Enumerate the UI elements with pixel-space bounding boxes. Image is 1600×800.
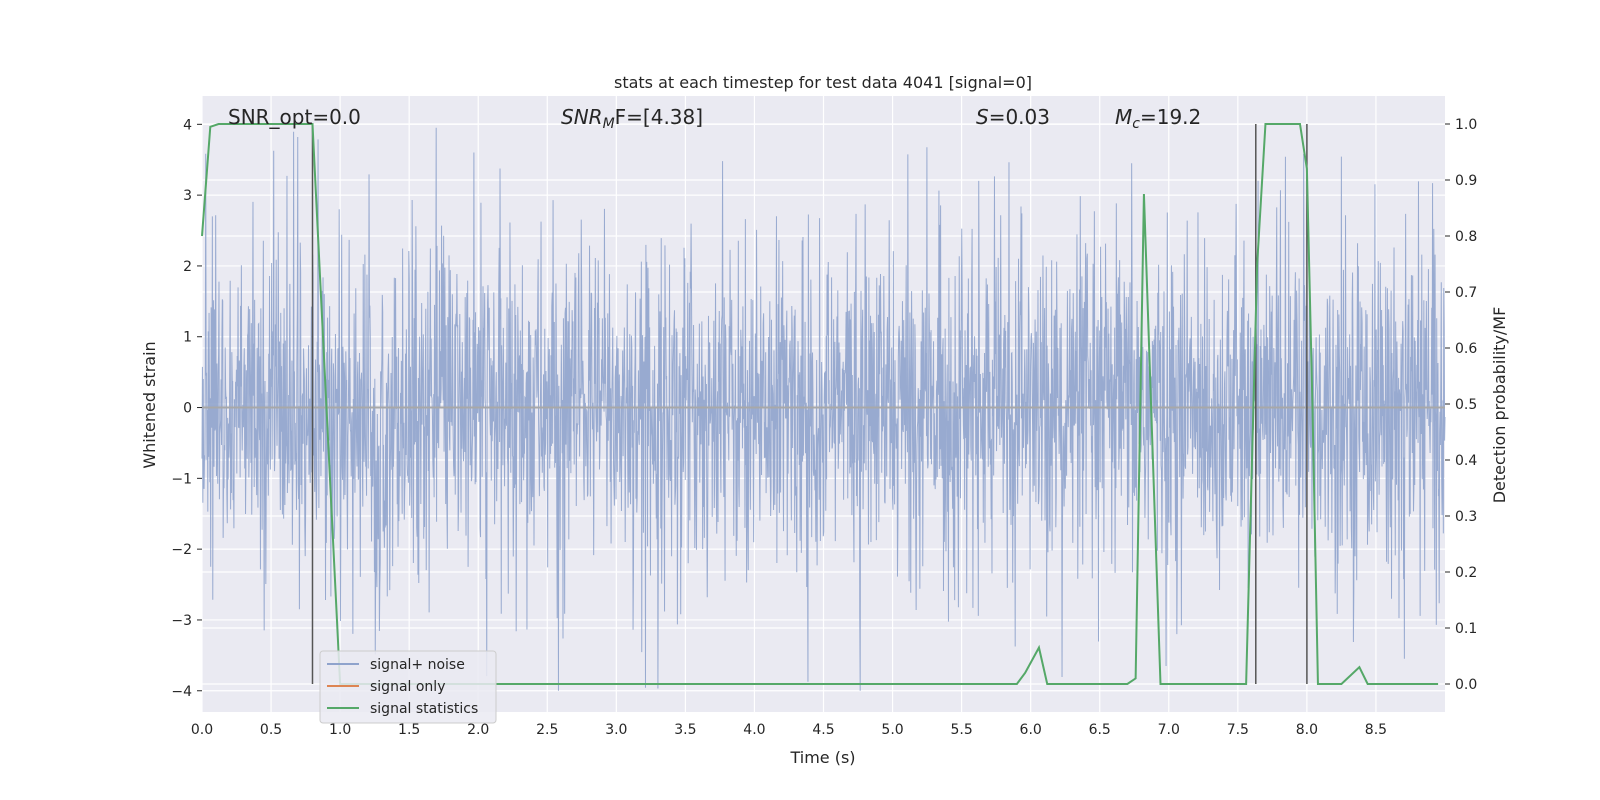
- x-tick-label-17: 8.5: [1365, 722, 1387, 738]
- y-right-tick-label-3: 0.7: [1455, 285, 1477, 301]
- x-axis-ticks: 0.0 0.5 1.0 1.5 2.0 2.5 3.0 3.5 4.0 4.5 5.0 5.5 6.0 6…: [191, 722, 1387, 738]
- x-tick-label-15: 7.5: [1227, 722, 1249, 738]
- annotation-snr-mf: SNRMF=[4.38]: [561, 105, 703, 132]
- annotation-snr-opt: SNR_opt=0.0: [228, 105, 361, 129]
- chart-title: stats at each timestep for test data 404…: [614, 73, 1032, 92]
- grid-lines: [201, 96, 1445, 712]
- vertical-markers: [311, 124, 1308, 684]
- annotation-mc-rest: =19.2: [1140, 105, 1201, 129]
- x-tick-label-9: 4.5: [812, 722, 834, 738]
- x-tick-label-0: 0.0: [191, 722, 213, 738]
- y-right-tick-label-1: 0.9: [1455, 173, 1477, 189]
- x-tick-label-10: 5.0: [881, 722, 903, 738]
- annotation-snr-mf-rest: F=[4.38]: [615, 105, 703, 129]
- signal-statistics-line: [201, 123, 1439, 685]
- x-tick-label-13: 6.5: [1089, 722, 1111, 738]
- y-tick-label-3: 1: [183, 330, 192, 346]
- y-tick-label-0: 4: [183, 117, 192, 133]
- y-right-tick-label-7: 0.3: [1455, 509, 1477, 525]
- x-tick-label-1: 0.5: [260, 722, 282, 738]
- x-axis-label: Time (s): [789, 748, 855, 767]
- legend-label-signal-only: signal only: [370, 679, 445, 695]
- y-axis-ticks: 4 3 2 1 0 −1 −2 −3 −4: [171, 117, 202, 700]
- series-signal-statistics: [201, 123, 1439, 685]
- y-tick-label-8: −4: [171, 684, 192, 700]
- x-tick-label-16: 8.0: [1296, 722, 1318, 738]
- y-right-tick-label-5: 0.5: [1455, 397, 1477, 413]
- y-tick-label-5: −1: [171, 471, 192, 487]
- y-right-tick-label-9: 0.1: [1455, 621, 1477, 637]
- y-tick-label-4: 0: [183, 401, 192, 417]
- y-tick-label-7: −3: [171, 613, 192, 629]
- x-tick-label-11: 5.5: [950, 722, 972, 738]
- x-tick-label-6: 3.0: [605, 722, 627, 738]
- legend: signal+ noise signal only signal statist…: [319, 650, 497, 724]
- x-tick-label-14: 7.0: [1158, 722, 1180, 738]
- series-signal-noise: [201, 127, 1446, 691]
- y-right-tick-label-4: 0.6: [1455, 341, 1477, 357]
- x-tick-label-4: 2.0: [467, 722, 489, 738]
- x-tick-label-5: 2.5: [536, 722, 558, 738]
- y-right-tick-label-6: 0.4: [1455, 453, 1477, 469]
- x-tick-label-7: 3.5: [674, 722, 696, 738]
- y-tick-label-2: 2: [183, 259, 192, 275]
- y-right-tick-label-10: 0.0: [1455, 677, 1477, 693]
- legend-box: [319, 650, 497, 724]
- annotation-mc: Mc=19.2: [1115, 105, 1201, 132]
- annotation-snr-mf-sub: M: [603, 116, 615, 132]
- y-axis-label: Whitened strain: [140, 341, 159, 468]
- x-tick-label-12: 6.0: [1020, 722, 1042, 738]
- annotation-s-main: S: [976, 105, 989, 129]
- annotation-snr-mf-main: SNR: [561, 105, 603, 129]
- y-axis-right-ticks: 1.0 0.9 0.8 0.7 0.6 0.5 0.4 0.3 0.2 0.1 0.0: [1445, 117, 1477, 693]
- y-right-tick-label-2: 0.8: [1455, 229, 1477, 245]
- legend-label-signal-statistics: signal statistics: [370, 701, 478, 717]
- y-tick-label-1: 3: [183, 188, 192, 204]
- annotation-mc-sub: c: [1132, 116, 1140, 132]
- annotation-s: S=0.03: [976, 105, 1050, 129]
- annotation-mc-main: M: [1115, 105, 1132, 129]
- y-right-tick-label-8: 0.2: [1455, 565, 1477, 581]
- y-tick-label-6: −2: [171, 542, 192, 558]
- legend-label-signal-noise: signal+ noise: [370, 657, 465, 673]
- y-right-tick-label-0: 1.0: [1455, 117, 1477, 133]
- noise-line: [201, 127, 1446, 691]
- x-tick-label-8: 4.0: [743, 722, 765, 738]
- y-axis-right-label: Detection probability/MF: [1490, 307, 1509, 504]
- annotation-s-rest: =0.03: [989, 105, 1050, 129]
- x-tick-label-2: 1.0: [329, 722, 351, 738]
- x-tick-label-3: 1.5: [398, 722, 420, 738]
